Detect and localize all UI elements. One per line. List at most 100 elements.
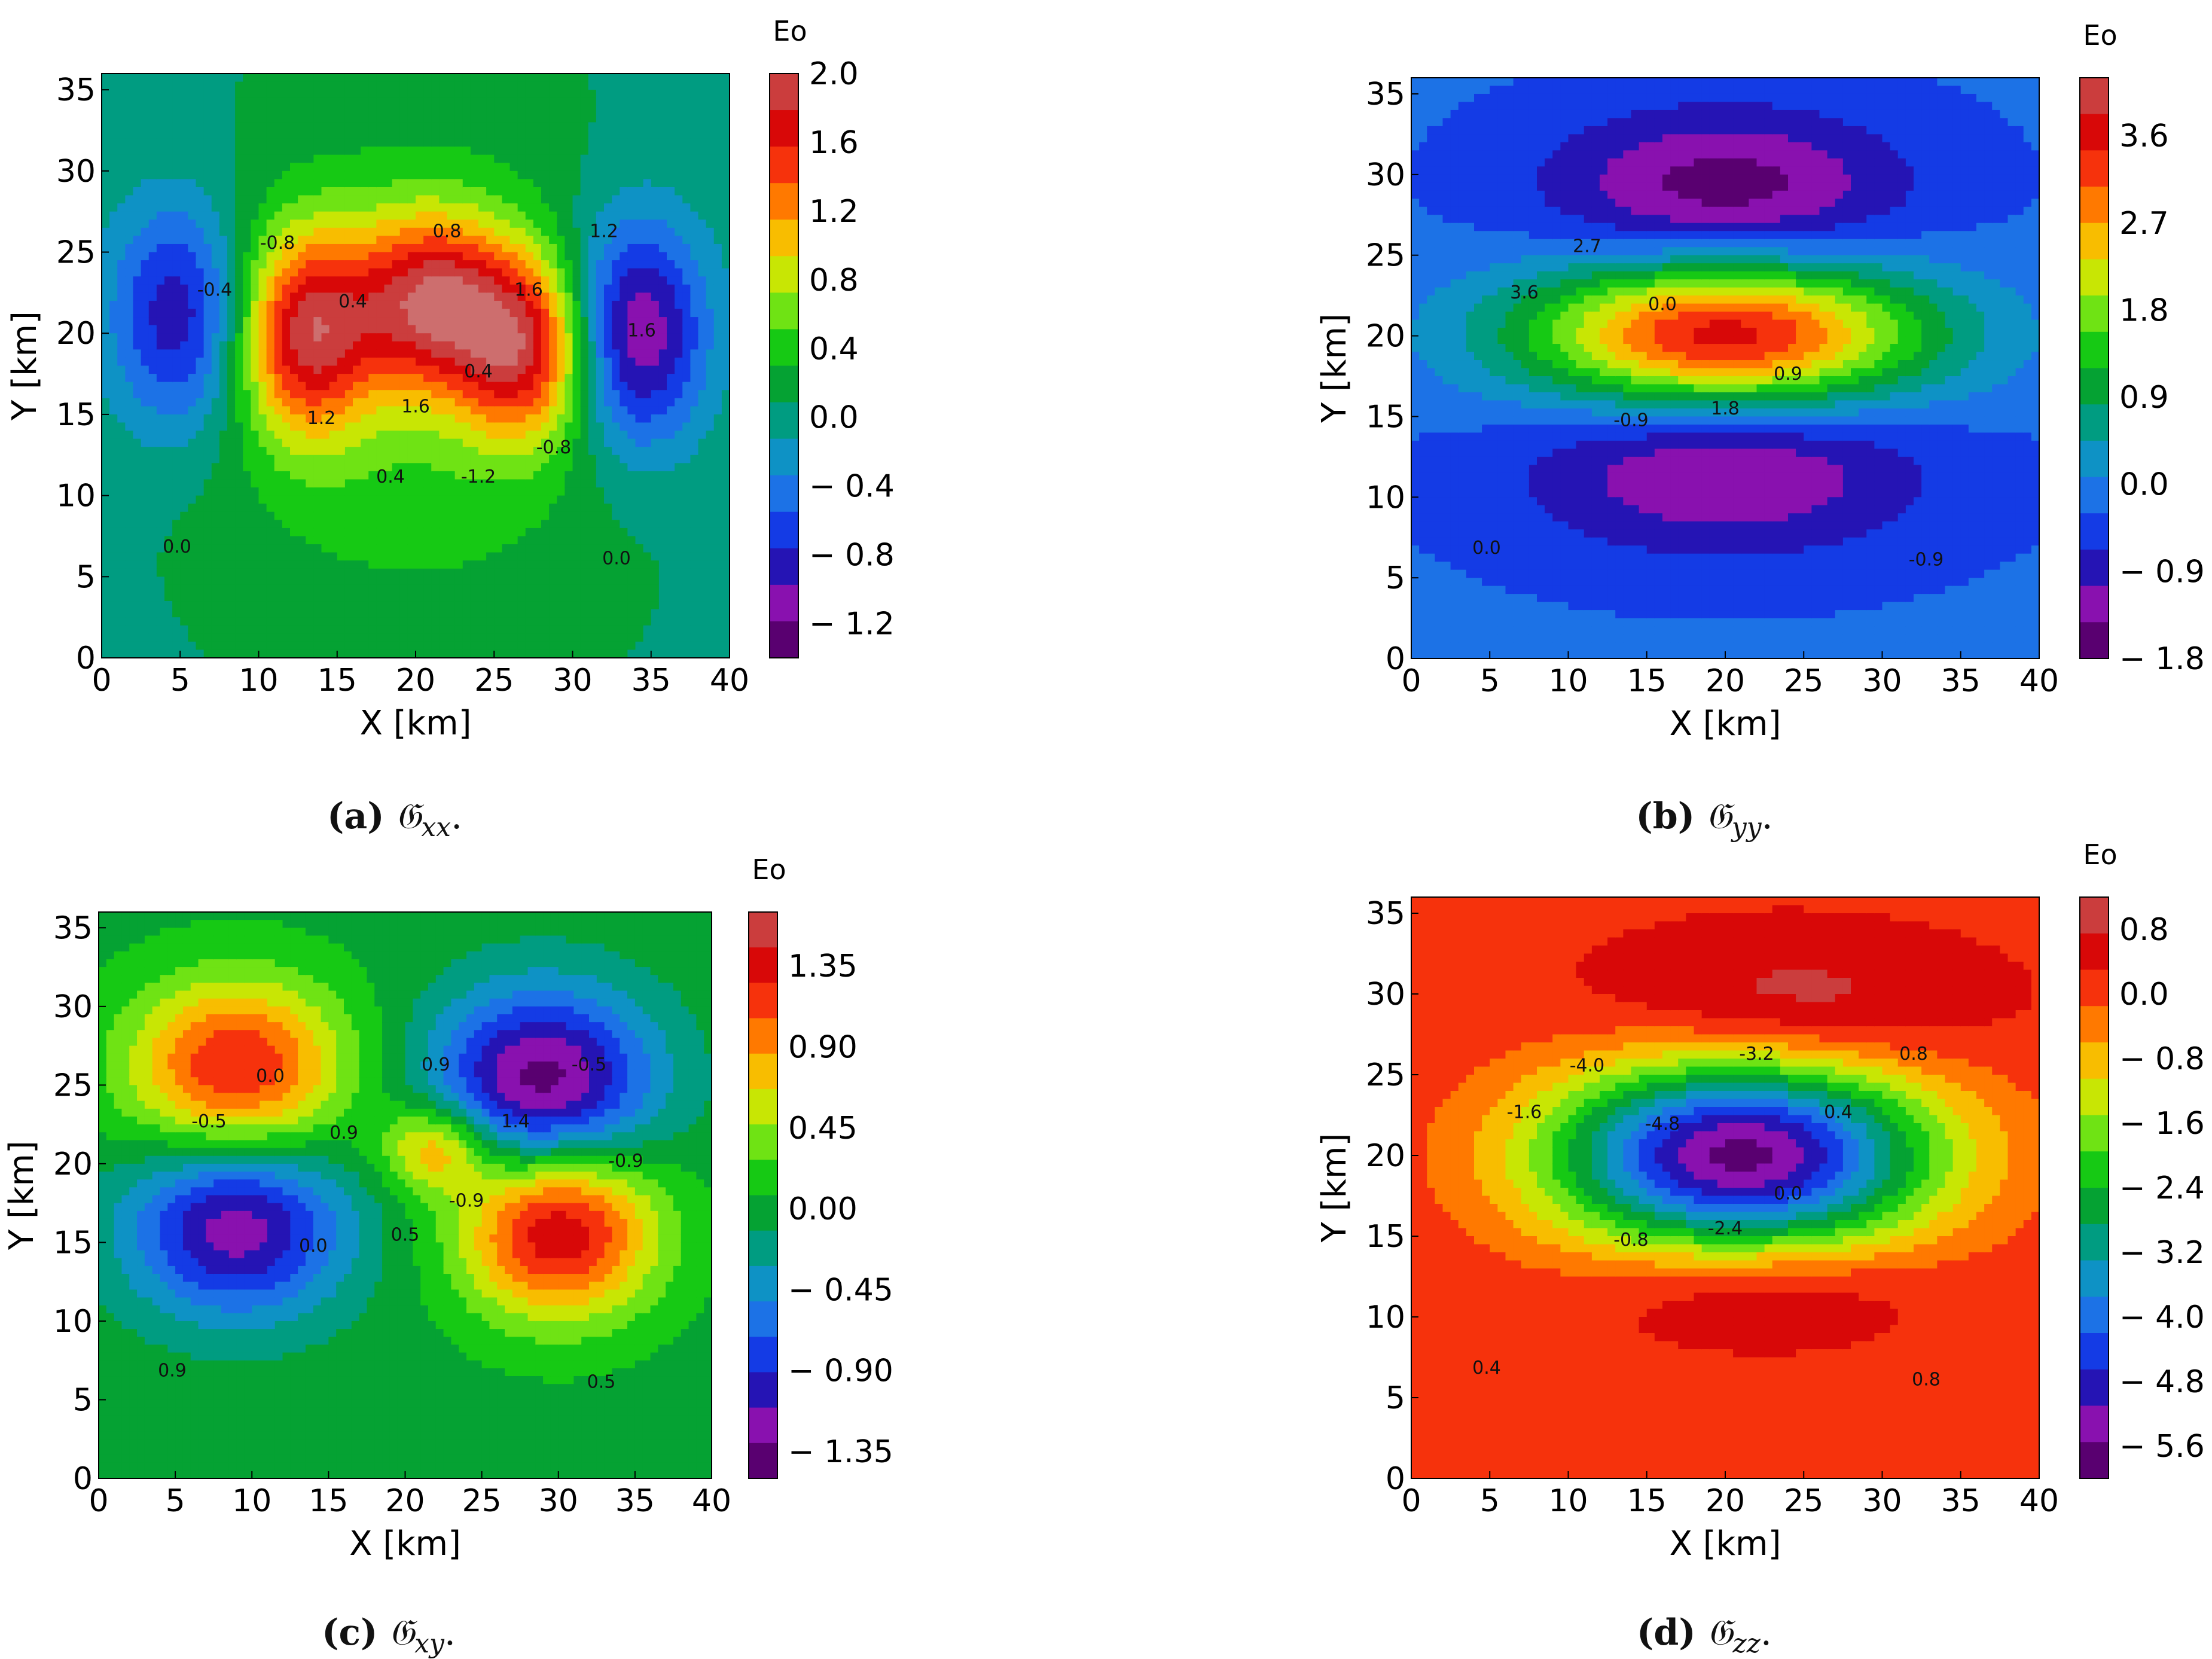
heatmap-cell (102, 252, 110, 261)
heatmap-cell (219, 98, 228, 106)
heatmap-cell (620, 269, 628, 277)
heatmap-cell (486, 82, 495, 90)
heatmap-cell (345, 106, 353, 114)
heatmap-cell (439, 471, 447, 480)
heatmap-cell (463, 577, 471, 585)
heatmap-cell (219, 114, 228, 123)
heatmap-cell (502, 447, 510, 455)
heatmap-cell (431, 633, 440, 642)
heatmap-cell (431, 260, 440, 269)
heatmap-cell (219, 203, 228, 212)
heatmap-cell (604, 617, 612, 626)
heatmap-cell (125, 276, 133, 285)
heatmap-cell (518, 536, 526, 544)
heatmap-cell (549, 179, 557, 187)
heatmap-cell (416, 90, 424, 98)
heatmap-cell (400, 98, 408, 106)
heatmap-cell (274, 317, 283, 325)
heatmap-cell (102, 130, 110, 139)
heatmap-cell (109, 325, 118, 334)
heatmap-cell (518, 617, 526, 626)
heatmap-cell (117, 496, 126, 504)
heatmap-cell (455, 512, 463, 520)
heatmap-cell (361, 553, 369, 561)
heatmap-cell (290, 642, 298, 650)
heatmap-cell (298, 82, 306, 90)
heatmap-cell (212, 74, 220, 82)
heatmap-cell (643, 219, 652, 228)
heatmap-cell (149, 171, 157, 179)
heatmap-cell (157, 203, 165, 212)
heatmap-cell (322, 122, 330, 130)
heatmap-cell (149, 593, 157, 601)
heatmap-cell (636, 285, 644, 293)
heatmap-cell (557, 147, 565, 155)
heatmap-cell (313, 276, 322, 285)
heatmap-cell (322, 553, 330, 561)
heatmap-cell (596, 171, 605, 179)
heatmap-cell (502, 163, 510, 171)
heatmap-cell (164, 155, 173, 163)
heatmap-cell (447, 244, 456, 252)
heatmap-cell (337, 333, 346, 341)
heatmap-cell (565, 260, 573, 269)
heatmap-cell (612, 292, 620, 301)
heatmap-cell (596, 601, 605, 609)
heatmap-cell (612, 439, 620, 447)
heatmap-cell (282, 196, 291, 204)
heatmap-cell (502, 219, 510, 228)
heatmap-cell (345, 219, 353, 228)
heatmap-cell (478, 406, 487, 414)
heatmap-cell (345, 269, 353, 277)
heatmap-cell (141, 139, 149, 147)
heatmap-cell (180, 626, 188, 634)
heatmap-cell (204, 463, 212, 471)
heatmap-cell (313, 155, 322, 163)
heatmap-cell (204, 544, 212, 553)
heatmap-cell (455, 74, 463, 82)
heatmap-cell (541, 196, 550, 204)
heatmap-cell (368, 649, 377, 658)
heatmap-cell (219, 585, 228, 593)
heatmap-cell (596, 163, 605, 171)
heatmap-cell (588, 390, 597, 398)
heatmap-cell (565, 244, 573, 252)
heatmap-cell (180, 317, 188, 325)
heatmap-cell (549, 292, 557, 301)
heatmap-cell (141, 171, 149, 179)
heatmap-cell (251, 374, 259, 382)
heatmap-cell (392, 414, 401, 423)
heatmap-cell (329, 633, 338, 642)
heatmap-cell (282, 276, 291, 285)
heatmap-cell (353, 333, 361, 341)
heatmap-cell (439, 292, 447, 301)
heatmap-cell (533, 82, 542, 90)
heatmap-cell (290, 333, 298, 341)
heatmap-cell (117, 406, 126, 414)
heatmap-cell (212, 196, 220, 204)
heatmap-cell (636, 187, 644, 196)
heatmap-cell (439, 544, 447, 553)
heatmap-cell (219, 504, 228, 512)
heatmap-cell (478, 633, 487, 642)
heatmap-cell (385, 98, 393, 106)
heatmap-cell (125, 341, 133, 350)
heatmap-cell (149, 553, 157, 561)
heatmap-cell (243, 187, 251, 196)
heatmap-cell (313, 544, 322, 553)
heatmap-cell (196, 114, 205, 123)
heatmap-cell (385, 358, 393, 366)
heatmap-cell (518, 333, 526, 341)
heatmap-cell (518, 130, 526, 139)
heatmap-cell (423, 382, 432, 391)
heatmap-cell (368, 309, 377, 318)
heatmap-cell (510, 212, 518, 220)
heatmap-cell (620, 187, 628, 196)
heatmap-cell (368, 179, 377, 187)
heatmap-cell (125, 553, 133, 561)
heatmap-cell (502, 544, 510, 553)
heatmap-cell (549, 487, 557, 496)
heatmap-cell (274, 390, 283, 398)
heatmap-cell (172, 155, 181, 163)
heatmap-cell (549, 236, 557, 244)
